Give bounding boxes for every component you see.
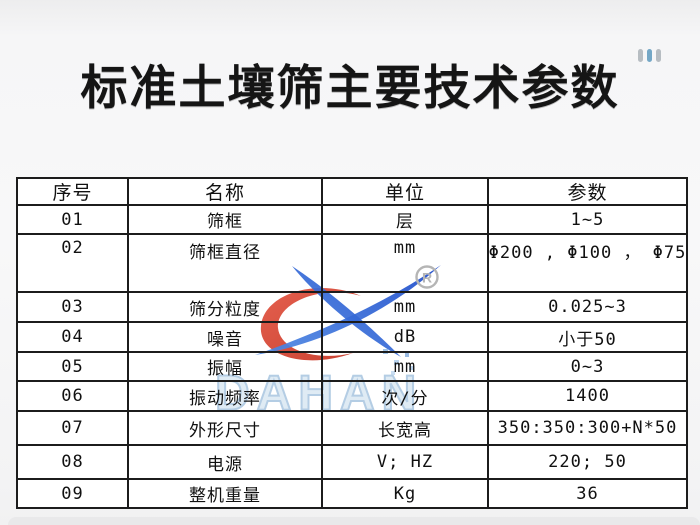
brand-watermark-text: DAHAN bbox=[214, 365, 424, 421]
table-cell: 06 bbox=[18, 382, 129, 412]
decor-bar bbox=[647, 49, 652, 62]
table-cell: 02 bbox=[18, 235, 129, 293]
table-cell: 1400 bbox=[489, 382, 686, 412]
table-cell: 小于50 bbox=[489, 323, 686, 353]
table-cell: 筛框直径 bbox=[129, 235, 323, 293]
table-cell: 振幅 bbox=[129, 353, 323, 382]
decor-bar bbox=[656, 49, 661, 62]
table-cell: 09 bbox=[18, 480, 129, 507]
table-cell: 层 bbox=[323, 206, 489, 235]
table-cell: 05 bbox=[18, 353, 129, 382]
svg-text:R: R bbox=[422, 270, 432, 286]
table-cell: 筛分粒度 bbox=[129, 293, 323, 323]
table-cell: mm bbox=[323, 353, 489, 382]
table-cell: 220; 50 bbox=[489, 446, 686, 480]
table-cell: 350:350:300+N*50 bbox=[489, 412, 686, 446]
table-cell: 0~3 bbox=[489, 353, 686, 382]
decor-bar bbox=[638, 49, 643, 62]
column-header-unit: 单位 bbox=[323, 179, 489, 206]
table-cell: dB bbox=[323, 323, 489, 353]
column-header-name: 名称 bbox=[129, 179, 323, 206]
table-cell: mm bbox=[323, 293, 489, 323]
table-cell: 次/分 bbox=[323, 382, 489, 412]
table-cell: Kg bbox=[323, 480, 489, 507]
bottom-section-edge bbox=[8, 517, 700, 525]
table-cell: 1~5 bbox=[489, 206, 686, 235]
table-cell: V; HZ bbox=[323, 446, 489, 480]
table-cell: 整机重量 bbox=[129, 480, 323, 507]
table-cell: 04 bbox=[18, 323, 129, 353]
column-header-index: 序号 bbox=[18, 179, 129, 206]
table-cell: Φ200 , Φ100 ， Φ75 bbox=[489, 235, 686, 293]
page-title: 标准土壤筛主要技术参数 bbox=[80, 61, 620, 114]
table-cell: 电源 bbox=[129, 446, 323, 480]
table-cell: 03 bbox=[18, 293, 129, 323]
table-cell: 振动频率 bbox=[129, 382, 323, 412]
table-cell: 36 bbox=[576, 483, 599, 504]
table-cell: 长宽高 bbox=[323, 412, 489, 446]
table-cell: 08 bbox=[18, 446, 129, 480]
table-cell: 噪音 bbox=[129, 323, 323, 353]
table-cell: 07 bbox=[18, 412, 129, 446]
table-cell: 01 bbox=[18, 206, 129, 235]
table-cell: mm bbox=[323, 235, 489, 293]
decor-bars-icon bbox=[638, 49, 661, 62]
spec-table: 序号 名称 单位 参数 01 筛框层 1~5 02 筛框直径 mm Φ200 , Φ100 … bbox=[16, 177, 688, 509]
table-cell: 外形尺寸 bbox=[129, 412, 323, 446]
table-cell: 筛框 bbox=[129, 206, 323, 235]
column-header-parameter: 参数 bbox=[489, 179, 686, 206]
table-cell: 0.025~3 bbox=[489, 293, 686, 323]
